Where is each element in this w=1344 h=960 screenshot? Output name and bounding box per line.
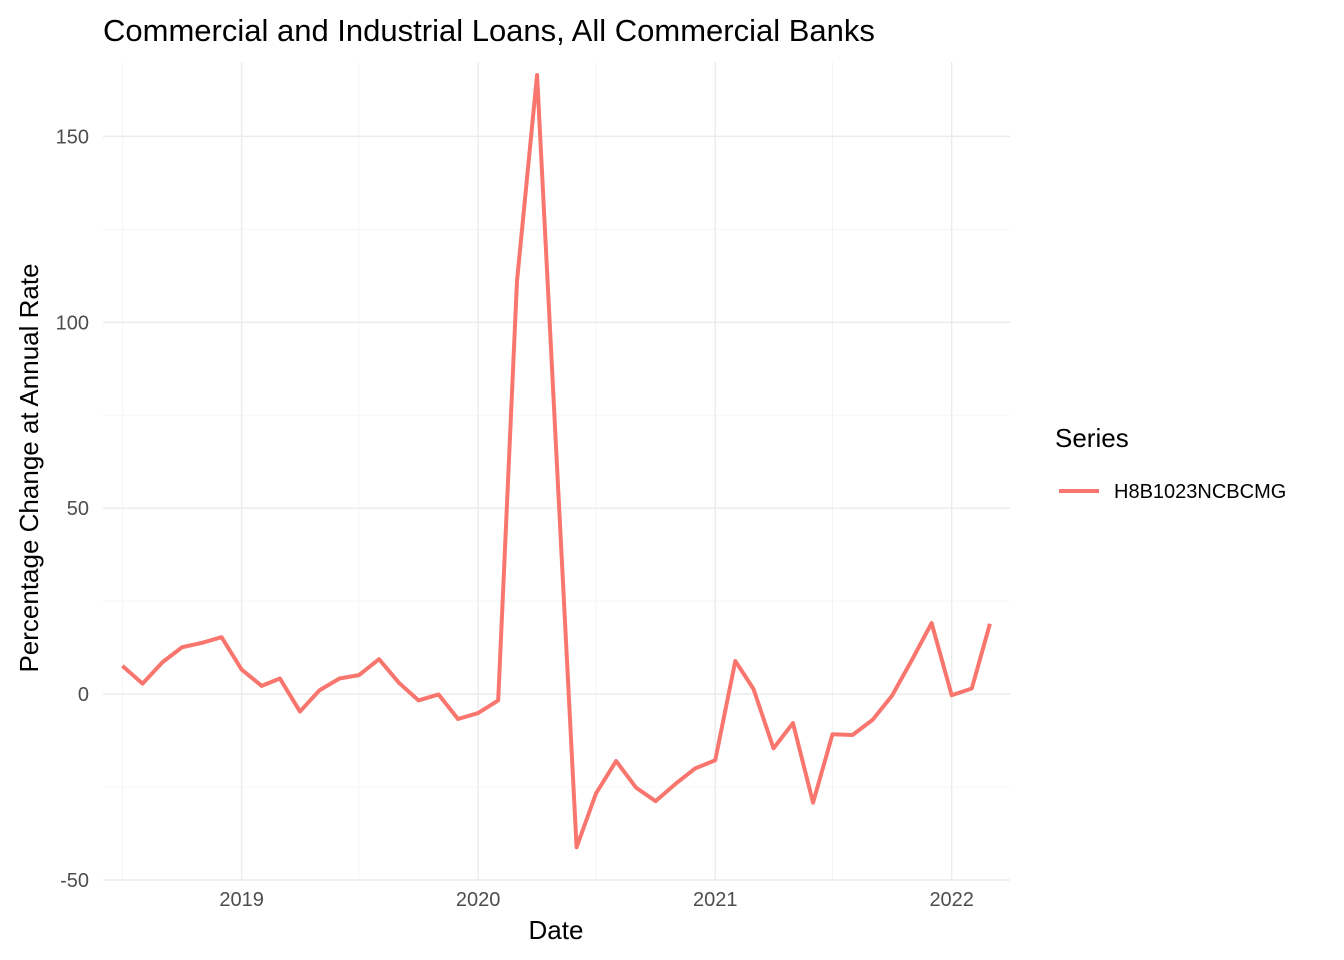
plot-series [121,73,992,850]
x-tick-label: 2020 [456,889,501,911]
y-tick-label: 0 [78,684,89,706]
legend: Series H8B1023NCBCMG [1055,423,1286,503]
y-tick-label: -50 [60,870,89,892]
legend-title: Series [1055,423,1129,453]
chart-title: Commercial and Industrial Loans, All Com… [103,13,875,48]
x-tick-label: 2019 [219,889,264,911]
y-tick-label: 100 [56,312,89,334]
y-tick-label: 50 [67,498,89,520]
x-tick-label: 2021 [693,889,738,911]
legend-label-series-1: H8B1023NCBCMG [1114,481,1286,503]
y-tick-label: 150 [56,126,89,148]
x-tick-label: 2022 [929,889,974,911]
series-line-1 [121,73,992,850]
axis-ticks: -50 0 50 100 150 2019 2020 2021 2022 [56,126,974,911]
y-axis-title: Percentage Change at Annual Rate [14,263,44,672]
plot-grid [103,62,1010,881]
x-axis-title: Date [529,915,584,945]
